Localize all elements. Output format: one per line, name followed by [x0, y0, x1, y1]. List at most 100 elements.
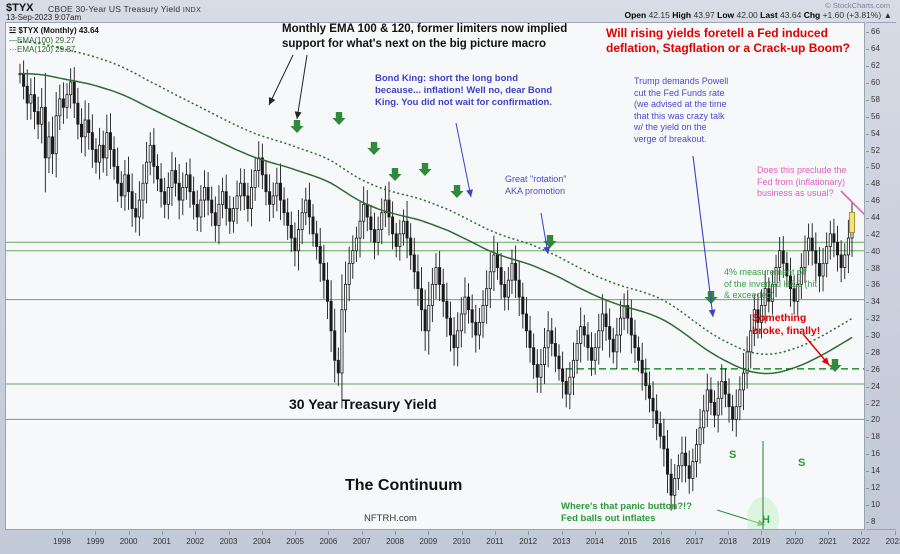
- y-axis-tick-label: 56: [871, 111, 880, 121]
- y-axis-tick-label: 22: [871, 398, 880, 408]
- y-axis-tickmark: [866, 352, 869, 354]
- y-axis-tick-label: 16: [871, 449, 880, 459]
- x-axis-tickmark: [328, 531, 330, 535]
- x-axis-tickmark: [161, 531, 163, 535]
- candlestick: [637, 336, 641, 372]
- candlestick: [792, 275, 796, 315]
- x-axis-tickmark: [794, 531, 796, 535]
- candlestick: [315, 220, 319, 260]
- candlestick-series: [18, 60, 854, 511]
- candlestick: [170, 151, 174, 207]
- candlestick: [575, 329, 579, 374]
- candlestick: [130, 173, 134, 227]
- y-axis-tickmark: [866, 184, 869, 186]
- candlestick: [459, 297, 463, 348]
- candlestick: [32, 76, 36, 130]
- candlestick: [622, 293, 626, 331]
- candlestick: [98, 127, 102, 180]
- candlestick: [506, 267, 510, 311]
- candlestick: [666, 429, 670, 494]
- candlestick: [29, 78, 33, 120]
- y-axis-tickmark: [866, 49, 869, 51]
- candlestick: [347, 246, 351, 302]
- y-axis-tick-label: 42: [871, 229, 880, 239]
- candlestick: [253, 157, 257, 201]
- candlestick: [199, 185, 203, 232]
- candlestick: [731, 394, 735, 432]
- candlestick: [239, 168, 243, 211]
- candlestick: [155, 154, 159, 192]
- candlestick: [108, 113, 112, 169]
- candlestick: [206, 172, 210, 216]
- candlestick: [651, 381, 655, 429]
- candlestick: [307, 182, 311, 235]
- x-axis-tickmark: [295, 531, 297, 535]
- candlestick: [409, 223, 413, 270]
- candlestick: [152, 128, 156, 184]
- green-down-arrow-icon: [450, 185, 464, 198]
- symbol-description-text: CBOE 30-Year US Treasury Yield: [48, 4, 181, 14]
- candlestick: [727, 378, 731, 423]
- candlestick: [246, 182, 250, 222]
- x-axis-tickmark: [428, 531, 430, 535]
- candlestick: [325, 262, 329, 320]
- candlestick: [282, 187, 286, 226]
- candlestick: [365, 190, 369, 232]
- candlestick: [467, 283, 471, 324]
- y-axis-tick-label: 44: [871, 212, 880, 222]
- x-axis-tickmark: [694, 531, 696, 535]
- price-plot-area[interactable]: [5, 22, 865, 530]
- y-axis: 8 10 12 14 16 18 20 22 24 26 28 30 32 34 36 38 40 42 44 46 4…: [866, 22, 896, 530]
- candlestick: [391, 201, 395, 250]
- candlestick: [54, 92, 58, 178]
- candlestick: [36, 96, 40, 140]
- candlestick: [43, 72, 47, 193]
- candlestick: [420, 267, 424, 332]
- candlestick: [123, 159, 127, 211]
- symbol-ticker: $TYX: [6, 2, 34, 14]
- candlestick: [127, 156, 131, 210]
- candlestick: [72, 67, 76, 119]
- leader-line-ema-b-head: [294, 111, 302, 119]
- candlestick: [65, 83, 69, 119]
- candlestick: [492, 235, 496, 292]
- candlestick: [311, 204, 315, 247]
- y-axis-tickmark: [866, 99, 869, 101]
- change-value: +1.60 (+3.81%): [822, 10, 882, 20]
- green-down-arrow-icon: [332, 112, 346, 125]
- candlestick: [177, 163, 181, 220]
- candlestick: [94, 138, 98, 174]
- y-axis-tick-label: 40: [871, 246, 880, 256]
- annotation-panic-button: Where's that panic button?!? Fed balls o…: [561, 501, 693, 524]
- candlestick: [839, 240, 843, 283]
- y-axis-tick-label: 58: [871, 94, 880, 104]
- y-axis-tickmark: [866, 420, 869, 422]
- candlestick: [662, 418, 666, 467]
- candlestick: [145, 141, 149, 204]
- x-axis-tick-label: 2022: [852, 537, 871, 546]
- candlestick: [412, 237, 416, 289]
- candlestick: [774, 254, 778, 298]
- candlestick: [669, 458, 673, 511]
- candlestick: [749, 314, 753, 369]
- candlestick: [543, 328, 547, 385]
- annotation-something-broke: Something broke, finally!: [752, 312, 821, 337]
- x-axis-tickmark: [461, 531, 463, 535]
- y-axis-tick-label: 32: [871, 314, 880, 324]
- y-axis-tickmark: [866, 268, 869, 270]
- candlestick: [242, 168, 246, 211]
- x-axis-tick-label: 1999: [86, 537, 105, 546]
- candlestick: [181, 172, 185, 216]
- y-axis-tickmark: [866, 487, 869, 489]
- x-axis-tick-label: 2019: [752, 537, 771, 546]
- symbol-description: CBOE 30-Year US Treasury Yield INDX: [48, 4, 201, 14]
- candlestick: [47, 121, 51, 174]
- candlestick: [202, 170, 206, 218]
- candlestick: [647, 371, 651, 413]
- x-axis-tickmark: [494, 531, 496, 535]
- candlestick: [734, 389, 738, 437]
- candlestick: [119, 171, 123, 208]
- x-axis-tick-label: 2021: [818, 537, 837, 546]
- candlestick: [550, 318, 554, 357]
